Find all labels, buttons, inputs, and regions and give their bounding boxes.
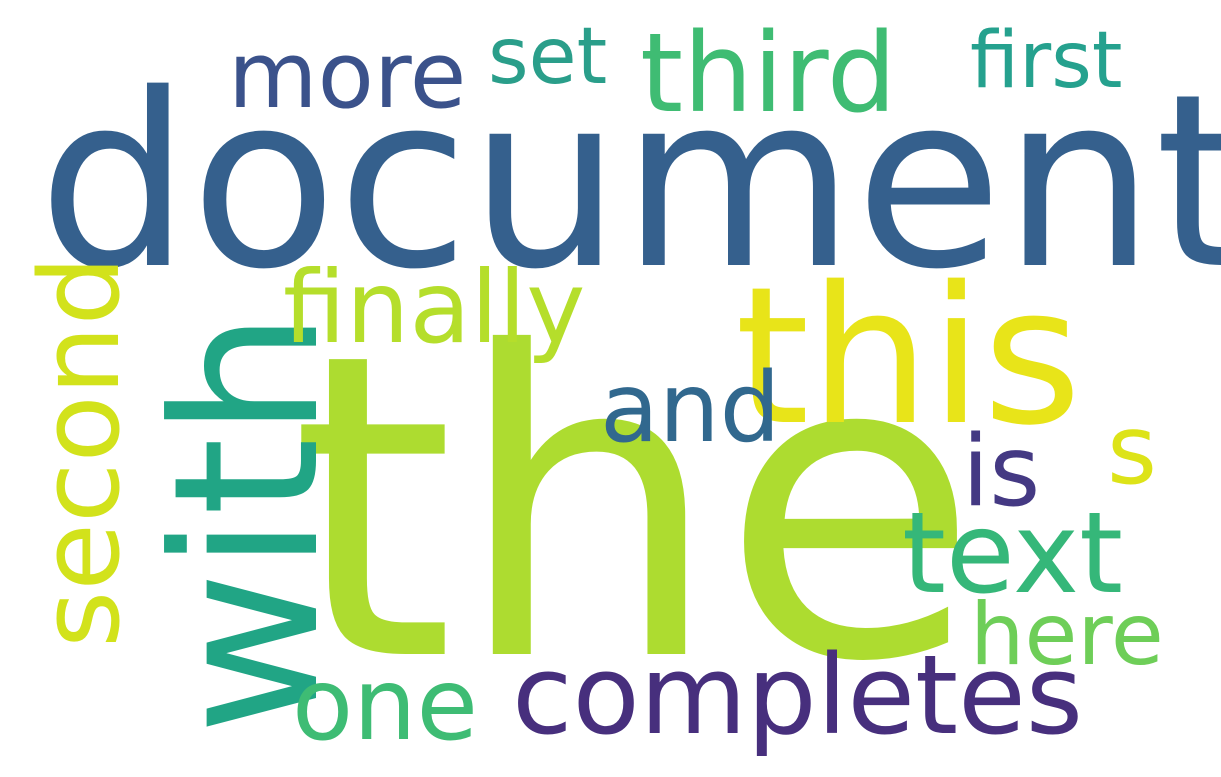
word-one: one	[292, 646, 479, 763]
word-set: set	[488, 12, 608, 102]
word-and: and	[600, 352, 781, 464]
word-finally: finally	[283, 249, 586, 366]
word-here: here	[970, 585, 1164, 685]
word-document: document	[38, 42, 1221, 322]
word-is: is	[962, 415, 1041, 529]
word-this: this	[735, 246, 1082, 467]
word-third: third	[640, 9, 897, 137]
word-first: first	[970, 16, 1123, 106]
word-completes: completes	[512, 631, 1084, 759]
word-more: more	[228, 22, 467, 129]
word-s: s	[1107, 394, 1158, 506]
word-text: text	[902, 489, 1124, 619]
word-second: second	[16, 255, 144, 648]
word-the: the	[290, 265, 980, 754]
